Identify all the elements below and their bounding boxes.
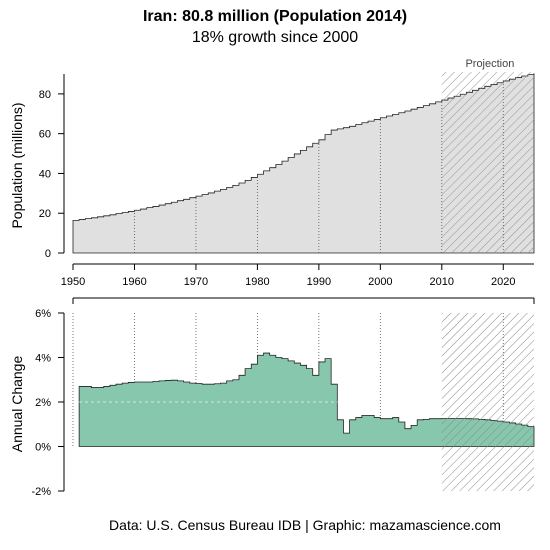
annual-change-y-ticks: 6% 4% 2% 0% -2% <box>31 298 535 498</box>
population-y-tick-label: 80 <box>39 89 51 101</box>
x-tick-label: 2020 <box>491 276 515 288</box>
x-tick-label: 2010 <box>430 276 454 288</box>
projection-label: Projection <box>465 58 514 70</box>
annual-change-y-tick-label: 6% <box>35 308 51 320</box>
annual-change-panel: 6% 4% 2% 0% -2% Annual Change <box>9 297 535 498</box>
population-y-tick-label: 40 <box>39 168 51 180</box>
chart-subtitle: 18% growth since 2000 <box>191 29 359 46</box>
population-y-ticks: 0 20 40 60 80 <box>39 89 64 260</box>
x-tick-label: 1960 <box>122 276 146 288</box>
x-tick-label: 2000 <box>368 276 392 288</box>
annual-change-projection-hatch <box>441 313 534 491</box>
chart-caption: Data: U.S. Census Bureau IDB | Graphic: … <box>109 517 501 533</box>
population-y-axis-label: Population (millions) <box>9 102 25 228</box>
population-panel: Projection 0 20 40 60 80 1950 1960 1970 1980 199… <box>9 58 535 288</box>
x-tick-label: 1990 <box>307 276 331 288</box>
population-y-tick-label: 20 <box>39 208 51 220</box>
annual-change-y-tick-label: 0% <box>35 442 51 454</box>
chart-title: Iran: 80.8 million (Population 2014) <box>142 8 408 25</box>
x-tick-label: 1970 <box>184 276 208 288</box>
population-x-ticks: 1950 1960 1970 1980 1990 2000 2010 2020 <box>61 264 516 288</box>
annual-change-y-tick-label: -2% <box>31 486 51 498</box>
population-vertical-gridlines <box>134 80 504 253</box>
annual-change-y-axis-label: Annual Change <box>9 356 25 453</box>
population-projection-hatch <box>441 72 534 253</box>
population-y-tick-label: 0 <box>45 248 51 260</box>
x-tick-label: 1950 <box>61 276 85 288</box>
annual-change-y-tick-label: 2% <box>35 397 51 409</box>
population-y-tick-label: 60 <box>39 129 51 141</box>
annual-change-y-tick-label: 4% <box>35 353 51 365</box>
x-tick-label: 1980 <box>245 276 269 288</box>
